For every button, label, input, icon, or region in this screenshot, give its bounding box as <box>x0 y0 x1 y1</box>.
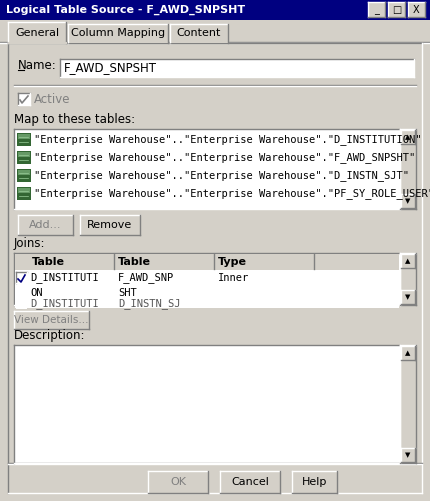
Bar <box>18 158 30 163</box>
Text: _: _ <box>374 5 379 15</box>
Bar <box>400 345 416 463</box>
Text: Cancel: Cancel <box>231 477 269 487</box>
Bar <box>401 130 415 144</box>
Text: ▼: ▼ <box>405 452 411 458</box>
Text: General: General <box>15 28 59 38</box>
Bar <box>18 152 30 157</box>
Bar <box>0 0 430 20</box>
Bar <box>15 270 399 286</box>
Bar <box>15 286 399 300</box>
Bar <box>17 169 31 182</box>
Bar <box>8 22 66 43</box>
Bar <box>18 188 30 193</box>
Bar <box>401 290 415 304</box>
Bar <box>17 151 31 164</box>
Text: Description:: Description: <box>14 329 86 342</box>
Text: ▲: ▲ <box>405 350 411 356</box>
Text: ON: ON <box>30 288 43 298</box>
Text: Add...: Add... <box>29 220 62 230</box>
Bar <box>170 24 228 43</box>
Text: D_INSTITUTI: D_INSTITUTI <box>30 299 99 310</box>
Text: View Details...: View Details... <box>14 315 89 325</box>
Bar <box>18 194 30 199</box>
Bar <box>148 471 208 493</box>
Bar <box>388 2 405 17</box>
Bar <box>220 471 280 493</box>
Bar <box>15 300 399 308</box>
Bar <box>14 345 400 463</box>
Bar <box>401 254 415 268</box>
Text: Table: Table <box>118 257 151 267</box>
Bar <box>16 272 27 283</box>
Text: Name:: Name: <box>18 59 57 72</box>
Text: Map to these tables:: Map to these tables: <box>14 113 135 125</box>
Bar <box>400 129 416 209</box>
Bar <box>401 194 415 208</box>
Bar <box>15 254 399 270</box>
Text: F_AWD_SNP: F_AWD_SNP <box>118 273 174 284</box>
Bar <box>401 346 415 360</box>
Text: Column Mapping: Column Mapping <box>71 28 165 38</box>
Bar <box>60 59 414 77</box>
Bar <box>17 187 31 200</box>
Bar <box>14 253 400 305</box>
Text: Help: Help <box>302 477 327 487</box>
Bar <box>14 129 400 209</box>
Bar <box>17 133 31 146</box>
Text: D_INSTITUTI: D_INSTITUTI <box>30 273 99 284</box>
Bar <box>18 176 30 181</box>
Bar <box>400 253 416 305</box>
Bar <box>292 471 337 493</box>
Bar <box>368 2 385 17</box>
Text: OK: OK <box>170 477 186 487</box>
Bar <box>18 140 30 145</box>
Text: SHT: SHT <box>118 288 137 298</box>
Text: Table: Table <box>32 257 65 267</box>
Text: □: □ <box>392 5 401 15</box>
Text: Active: Active <box>34 93 71 106</box>
Text: ▲: ▲ <box>405 258 411 264</box>
Text: Joins:: Joins: <box>14 236 46 249</box>
Bar <box>8 43 422 493</box>
Text: "Enterprise Warehouse".."Enterprise Warehouse"."D_INSTN_SJT": "Enterprise Warehouse".."Enterprise Ware… <box>34 170 409 181</box>
Bar <box>401 448 415 462</box>
Bar <box>18 170 30 175</box>
Bar <box>18 134 30 139</box>
Text: ▼: ▼ <box>405 294 411 300</box>
Text: Content: Content <box>177 28 221 38</box>
Bar <box>16 301 27 309</box>
Bar <box>18 215 73 235</box>
Bar <box>80 215 140 235</box>
Text: Logical Table Source - F_AWD_SNPSHT: Logical Table Source - F_AWD_SNPSHT <box>6 5 245 15</box>
Text: "Enterprise Warehouse".."Enterprise Warehouse"."D_INSTITUTION": "Enterprise Warehouse".."Enterprise Ware… <box>34 135 421 145</box>
Bar <box>408 2 425 17</box>
Text: Inner: Inner <box>218 273 249 283</box>
Bar <box>68 24 168 43</box>
Bar <box>18 93 30 105</box>
Text: "Enterprise Warehouse".."Enterprise Warehouse"."PF_SY_ROLE_USER": "Enterprise Warehouse".."Enterprise Ware… <box>34 188 430 199</box>
Text: ▲: ▲ <box>405 134 411 140</box>
Text: Type: Type <box>218 257 247 267</box>
Text: Remove: Remove <box>87 220 132 230</box>
Text: "Enterprise Warehouse".."Enterprise Warehouse"."F_AWD_SNPSHT": "Enterprise Warehouse".."Enterprise Ware… <box>34 152 415 163</box>
Text: D_INSTN_SJ: D_INSTN_SJ <box>118 299 181 310</box>
Text: X: X <box>413 5 420 15</box>
Text: F_AWD_SNPSHT: F_AWD_SNPSHT <box>64 62 157 75</box>
Bar <box>14 311 89 329</box>
Text: ▼: ▼ <box>405 198 411 204</box>
